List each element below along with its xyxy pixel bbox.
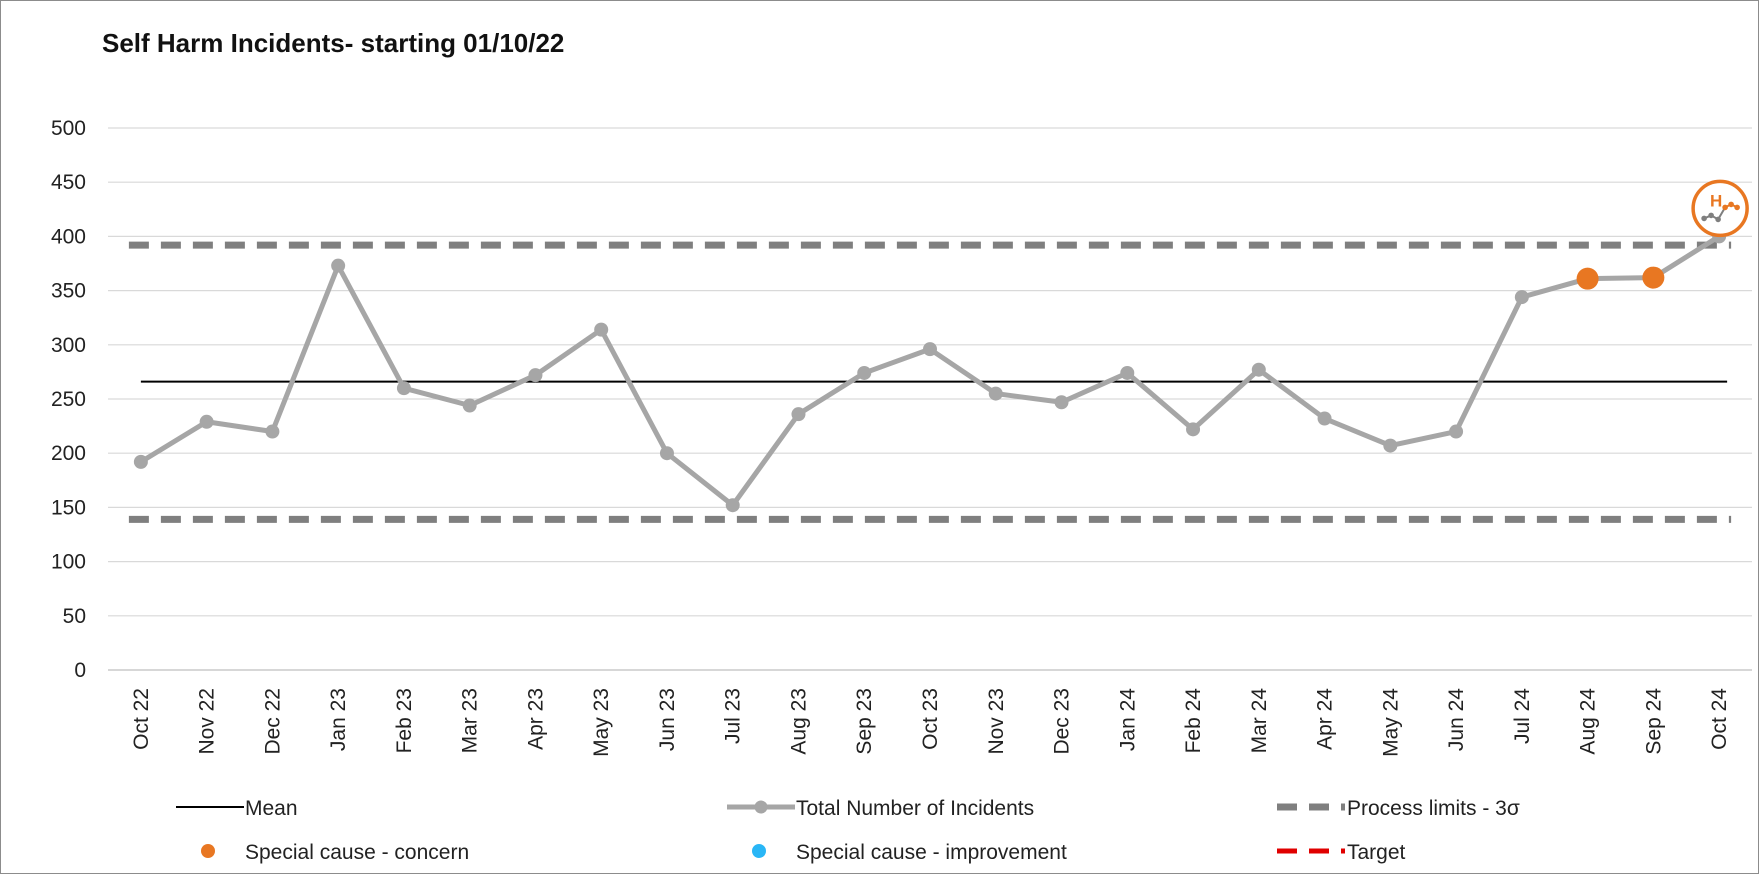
x-tick-label: Mar 23 (459, 688, 482, 753)
incident-series (133, 229, 1727, 513)
special-cause-concern-point (1576, 267, 1599, 290)
x-tick-label: Dec 22 (261, 688, 284, 755)
data-point (331, 258, 346, 273)
legend-incidents-label: Total Number of Incidents (796, 797, 1034, 820)
data-point (396, 381, 411, 396)
legend-mean-label: Mean (245, 797, 298, 820)
y-tick-label: 200 (51, 442, 86, 465)
icon-trend-stroke (1703, 206, 1726, 221)
x-tick-label: Jun 23 (656, 688, 679, 751)
y-axis-ticks: 0 50 100 150 200 250 300 350 400 450 500 (51, 117, 86, 682)
data-point (528, 368, 543, 383)
x-tick-label: Aug 24 (1577, 688, 1600, 755)
legend-incidents-marker (754, 800, 768, 814)
icon-dot (1722, 204, 1728, 211)
x-tick-label: Nov 23 (985, 688, 1008, 755)
data-point (659, 446, 674, 461)
data-point (1514, 290, 1529, 305)
x-tick-label: May 23 (590, 688, 613, 757)
icon-dot (1715, 216, 1721, 223)
special-cause-concern-point (1642, 266, 1665, 289)
data-point (1120, 365, 1135, 380)
x-tick-label: Dec 23 (1051, 688, 1074, 755)
y-tick-label: 300 (51, 334, 86, 357)
icon-dot (1734, 204, 1740, 211)
y-tick-label: 0 (74, 659, 86, 682)
data-point (1317, 411, 1332, 426)
y-tick-label: 250 (51, 388, 86, 411)
y-tick-label: 500 (51, 117, 86, 140)
x-tick-label: Oct 22 (130, 688, 153, 750)
x-tick-label: Apr 24 (1314, 688, 1337, 750)
incidents-line (139, 234, 1721, 508)
icon-dot (1701, 215, 1707, 222)
data-point (133, 454, 148, 469)
legend-improvement-marker (752, 844, 766, 858)
x-tick-label: Apr 23 (524, 688, 547, 750)
x-tick-label: Jun 24 (1445, 688, 1468, 751)
data-point (199, 414, 214, 429)
legend: Mean Total Number of Incidents Process l… (176, 797, 1520, 864)
data-point (462, 398, 477, 413)
x-axis-ticks: Oct 22 Nov 22 Dec 22 Jan 23 Feb 23 Mar 23 Apr … (130, 688, 1731, 757)
icon-dot (1728, 201, 1734, 208)
y-tick-label: 100 (51, 551, 86, 574)
data-point (265, 424, 280, 439)
data-point (988, 386, 1003, 401)
y-tick-label: 50 (63, 605, 86, 628)
x-tick-label: Oct 24 (1708, 688, 1731, 750)
spc-variation-icon-group: H (1691, 179, 1749, 238)
x-tick-label: May 24 (1379, 688, 1402, 757)
x-tick-label: Jan 24 (1116, 688, 1139, 751)
x-tick-label: Sep 24 (1642, 688, 1665, 755)
x-tick-label: Oct 23 (919, 688, 942, 750)
y-tick-label: 350 (51, 280, 86, 303)
x-tick-label: Jul 23 (722, 688, 745, 744)
data-point (594, 322, 609, 337)
x-tick-label: Feb 23 (393, 688, 416, 753)
data-point (1054, 395, 1069, 410)
data-point (725, 498, 740, 513)
high-special-cause-icon (1691, 179, 1749, 238)
x-tick-label: Jan 23 (327, 688, 350, 751)
icon-dot (1708, 212, 1714, 219)
y-tick-label: 150 (51, 496, 86, 519)
data-point (923, 342, 937, 357)
data-point (1251, 362, 1266, 377)
data-point (1186, 422, 1201, 437)
x-tick-label: Sep 23 (853, 688, 876, 755)
data-point (1449, 424, 1464, 439)
y-tick-label: 400 (51, 225, 86, 248)
data-point (857, 365, 872, 380)
legend-target-label: Target (1347, 841, 1406, 864)
x-tick-label: Aug 23 (787, 688, 810, 755)
x-tick-label: Nov 22 (196, 688, 219, 755)
legend-improvement-label: Special cause - improvement (796, 841, 1067, 864)
x-tick-label: Jul 24 (1511, 688, 1534, 744)
x-tick-label: Mar 24 (1248, 688, 1271, 754)
chart-title: Self Harm Incidents- starting 01/10/22 (102, 28, 564, 58)
icon-letter: H (1710, 191, 1722, 210)
gridlines (108, 127, 1752, 671)
legend-concern-marker (201, 844, 215, 858)
x-tick-label: Feb 24 (1182, 688, 1205, 754)
legend-concern-label: Special cause - concern (245, 841, 469, 864)
y-tick-label: 450 (51, 171, 86, 194)
data-point (791, 407, 806, 422)
process-limit-lines (128, 241, 1732, 523)
data-point (1383, 438, 1398, 453)
legend-process-limits-label: Process limits - 3σ (1347, 797, 1520, 820)
